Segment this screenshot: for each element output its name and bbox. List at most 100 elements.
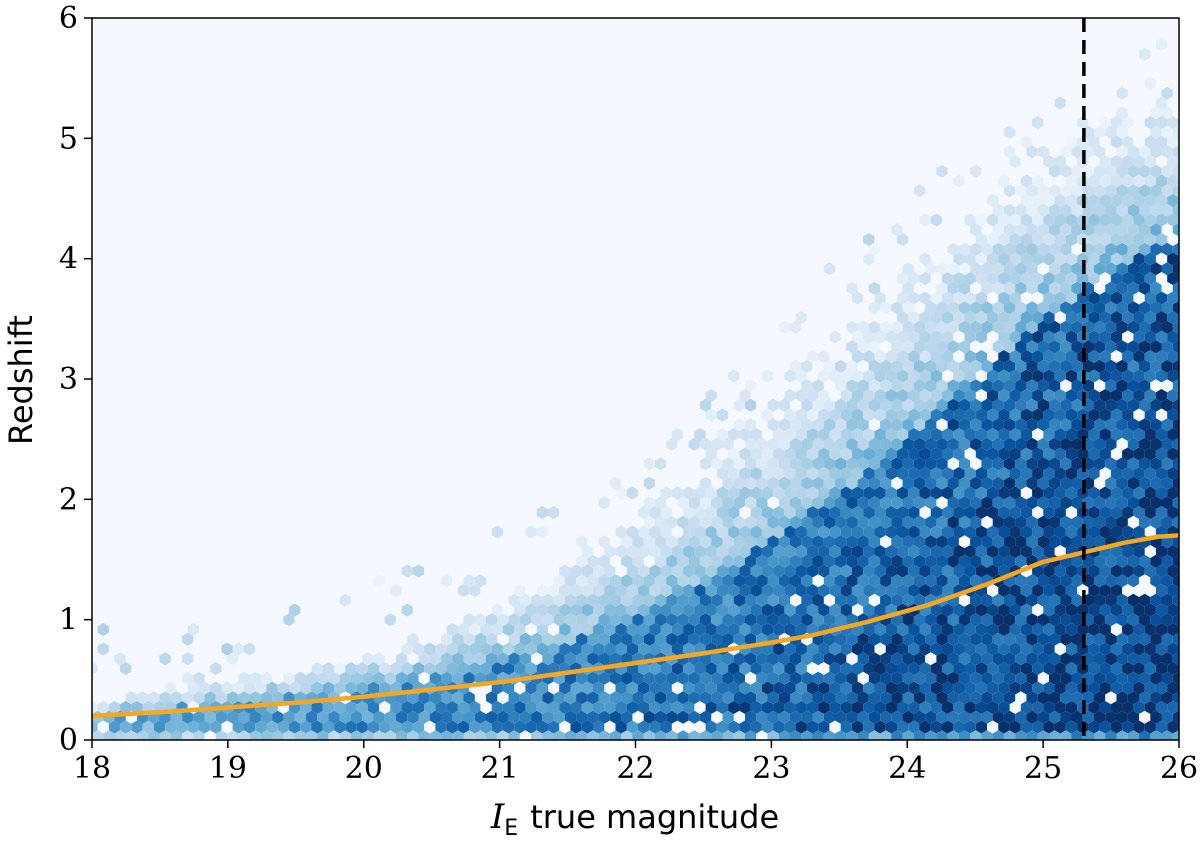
hexbin-cell xyxy=(638,701,650,714)
hexbin-cell xyxy=(846,671,858,685)
hexbin-cell xyxy=(1049,574,1061,588)
hexbin-cell xyxy=(1116,730,1128,740)
hexbin-cell xyxy=(339,710,351,724)
hexbin-cell xyxy=(424,662,436,675)
hexbin-cell xyxy=(542,652,554,666)
hexbin-cell xyxy=(1167,720,1179,734)
hexbin-cell xyxy=(570,720,582,734)
hexbin-cell xyxy=(367,681,380,695)
hexbin-cell xyxy=(964,525,976,539)
hexbin-cell xyxy=(773,720,785,734)
hexbin-cell xyxy=(756,593,768,607)
hexbin-cell xyxy=(953,603,965,617)
hexbin-cell xyxy=(1105,652,1117,666)
hexbin-cell xyxy=(1172,437,1179,451)
hexbin-cell xyxy=(1167,467,1179,480)
hexbin-cell xyxy=(801,730,813,740)
hexbin-cell xyxy=(705,486,717,500)
hexbin-cell xyxy=(92,730,104,740)
hexbin-cell xyxy=(1122,740,1133,753)
hexbin-cell xyxy=(1105,457,1117,471)
hexbin-cell xyxy=(942,701,954,714)
hexbin-cell xyxy=(322,720,335,734)
hexbin-cell xyxy=(958,613,971,627)
hexbin-cell xyxy=(626,545,638,558)
hexbin-cell xyxy=(953,525,965,539)
hexbin-cell xyxy=(491,623,503,636)
hexbin-cell xyxy=(1026,515,1038,529)
hexbin-cell xyxy=(621,632,633,646)
hexbin-cell xyxy=(756,437,768,451)
hexbin-cell xyxy=(829,408,841,422)
hexbin-cell xyxy=(396,730,408,740)
hexbin-cell xyxy=(1009,623,1021,636)
hexbin-cell xyxy=(643,691,655,705)
hexbin-cell xyxy=(902,652,914,666)
hexbin-cell xyxy=(1020,389,1033,402)
hexbin-cell xyxy=(654,496,667,510)
hexbin-cell xyxy=(942,272,954,285)
hexbin-cell xyxy=(958,652,971,666)
hexbin-cell xyxy=(790,691,802,705)
hexbin-cell xyxy=(1015,340,1027,354)
hexbin-cell xyxy=(947,262,959,276)
hexbin-cell xyxy=(1161,671,1173,685)
hexbin-cell xyxy=(412,701,425,714)
hexbin-cell xyxy=(1167,213,1179,227)
hexbin-cell xyxy=(1110,545,1123,558)
hexbin-cell xyxy=(1150,223,1162,237)
hexbin-cell xyxy=(666,574,678,588)
hexbin-cell xyxy=(1054,623,1066,636)
hexbin-cell xyxy=(823,457,835,471)
hexbin-cell xyxy=(930,681,942,695)
hexbin-cell xyxy=(913,340,926,354)
hexbin-cell xyxy=(553,593,565,607)
hexbin-cell xyxy=(835,535,847,549)
hexbin-cell xyxy=(1003,457,1016,471)
hexbin-cell xyxy=(908,447,920,461)
hexbin-cell xyxy=(857,320,869,334)
hexbin-cell xyxy=(176,740,187,753)
hexbin-cell xyxy=(981,476,993,490)
hexbin-cell xyxy=(598,730,610,740)
hexbin-cell xyxy=(1060,632,1072,646)
hexbin-cell xyxy=(1037,515,1049,529)
hexbin-cell xyxy=(1144,369,1156,383)
hexbin-cell xyxy=(1105,379,1117,393)
hexbin-cell xyxy=(654,574,667,588)
hexbin-cell xyxy=(1105,632,1117,646)
hexbin-cell xyxy=(97,623,109,636)
hexbin-cell xyxy=(958,301,971,315)
hexbin-cell xyxy=(289,681,301,695)
hexbin-cell xyxy=(289,740,300,753)
hexbin-cell xyxy=(1020,369,1033,383)
hexbin-cell xyxy=(1161,340,1173,354)
hexbin-cell xyxy=(1094,418,1106,432)
hexbin-cell xyxy=(1020,584,1033,597)
hexbin-cell xyxy=(947,340,959,354)
hexbin-cell xyxy=(1088,408,1100,422)
hexbin-cell xyxy=(1009,389,1021,402)
hexbin-cell xyxy=(908,623,920,636)
hexbin-cell xyxy=(621,710,633,724)
hexbin-cell xyxy=(1060,730,1072,740)
hexbin-cell xyxy=(514,642,526,656)
hexbin-cell xyxy=(981,496,993,510)
hexbin-cell xyxy=(1139,437,1151,451)
hexbin-cell xyxy=(891,554,903,568)
hexbin-cell xyxy=(1099,506,1111,519)
hexbin-cell xyxy=(671,486,684,500)
hexbin-cell xyxy=(739,701,751,714)
hexbin-cell xyxy=(1155,545,1168,558)
hexbin-cell xyxy=(874,369,886,383)
hexbin-cell xyxy=(1144,252,1156,266)
hexbin-cell xyxy=(970,515,982,529)
hexbin-cell xyxy=(964,662,976,675)
hexbin-cell xyxy=(581,623,593,636)
hexbin-cell xyxy=(885,428,897,441)
hexbin-cell xyxy=(711,691,723,705)
hexbin-cell xyxy=(660,564,672,578)
hexbin-cell xyxy=(728,545,740,558)
hexbin-cell xyxy=(576,671,588,685)
hexbin-cell xyxy=(913,320,926,334)
